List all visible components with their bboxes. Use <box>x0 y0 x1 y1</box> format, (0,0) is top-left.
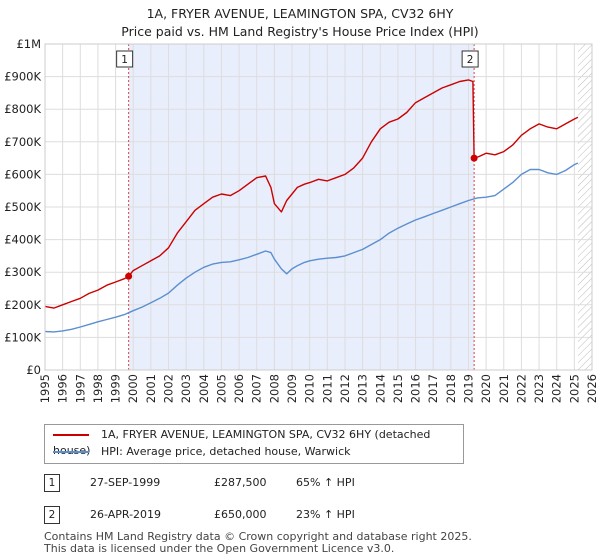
sale-badge-1: 1 <box>44 474 60 492</box>
y-tick-label: £300K <box>4 265 41 279</box>
x-tick-label: 2009 <box>285 374 299 403</box>
legend-item-hpi: HPI: Average price, detached house, Warw… <box>53 444 351 460</box>
x-tick-label: 2023 <box>532 374 546 403</box>
legend-swatch-property <box>53 434 89 436</box>
sale-point <box>470 154 478 162</box>
x-tick-label: 2022 <box>514 374 528 403</box>
x-tick-label: 2003 <box>179 374 193 403</box>
x-tick-label: 2014 <box>373 374 387 403</box>
sale-marker-box <box>461 50 479 68</box>
sale-marker-label: 2 <box>467 54 474 66</box>
sale-price-2: £650,000 <box>214 508 267 521</box>
x-tick-label: 2020 <box>479 374 493 403</box>
x-tick-label: 2004 <box>197 374 211 403</box>
x-tick-label: 1995 <box>38 374 52 403</box>
y-tick-label: £400K <box>4 233 41 247</box>
x-tick-label: 2019 <box>461 374 475 403</box>
x-tick-label: 1998 <box>91 374 105 403</box>
y-tick-label: £200K <box>4 298 41 312</box>
sale-price-1: £287,500 <box>214 476 267 489</box>
y-tick-label: £0 <box>26 363 41 377</box>
legend-label-hpi: HPI: Average price, detached house, Warw… <box>101 445 351 458</box>
legend-item-property: 1A, FRYER AVENUE, LEAMINGTON SPA, CV32 6… <box>53 427 463 457</box>
legend-swatch-hpi <box>53 451 89 453</box>
y-tick-label: £1M <box>16 37 41 51</box>
x-tick-label: 1996 <box>56 374 70 403</box>
x-tick-label: 2016 <box>409 374 423 403</box>
x-tick-label: 2008 <box>267 374 281 403</box>
legend-label-property: 1A, FRYER AVENUE, LEAMINGTON SPA, CV32 6… <box>53 428 431 457</box>
x-tick-label: 2011 <box>320 374 334 403</box>
x-tick-label: 2021 <box>497 374 511 403</box>
sale-date-2: 26-APR-2019 <box>90 508 162 521</box>
x-tick-label: 2026 <box>585 374 599 403</box>
sale-hpi-2: 23% ↑ HPI <box>296 508 355 521</box>
sale-point <box>125 272 133 280</box>
footer-copyright: Contains HM Land Registry data © Crown c… <box>44 530 472 543</box>
y-tick-label: £100K <box>4 330 41 344</box>
x-tick-label: 2013 <box>356 374 370 403</box>
x-tick-label: 2005 <box>214 374 228 403</box>
chart-title-line2: Price paid vs. HM Land Registry's House … <box>121 24 479 39</box>
x-tick-label: 1997 <box>73 374 87 403</box>
x-tick-label: 2017 <box>426 374 440 403</box>
chart-title-line1: 1A, FRYER AVENUE, LEAMINGTON SPA, CV32 6… <box>146 6 454 21</box>
price-chart: £0 £100K £200K £300K £400K £500K £600K £700K £80… <box>4 37 599 403</box>
series-line-hpi <box>44 162 579 333</box>
x-tick-label: 2012 <box>338 374 352 403</box>
x-tick-label: 2025 <box>567 374 581 403</box>
plot-border <box>44 43 593 371</box>
x-tick-label: 2002 <box>162 374 176 403</box>
y-tick-label: £500K <box>4 200 41 214</box>
sale-marker-label: 1 <box>121 54 128 66</box>
footer-licence: This data is licensed under the Open Gov… <box>44 542 395 555</box>
x-tick-label: 2007 <box>250 374 264 403</box>
sale-marker-box <box>116 50 134 68</box>
x-tick-label: 2015 <box>391 374 405 403</box>
sale-hpi-1: 65% ↑ HPI <box>296 476 355 489</box>
series-line-property <box>44 79 579 309</box>
chart-legend: 1A, FRYER AVENUE, LEAMINGTON SPA, CV32 6… <box>44 424 464 464</box>
x-tick-label: 2024 <box>550 374 564 403</box>
y-tick-label: £600K <box>4 167 41 181</box>
x-tick-label: 2001 <box>144 374 158 403</box>
x-tick-label: 1999 <box>109 374 123 403</box>
y-tick-label: £800K <box>4 102 41 116</box>
x-tick-label: 2018 <box>444 374 458 403</box>
x-tick-label: 2000 <box>126 374 140 403</box>
x-tick-label: 2010 <box>303 374 317 403</box>
x-tick-label: 2006 <box>232 374 246 403</box>
sale-date-1: 27-SEP-1999 <box>90 476 161 489</box>
sale-badge-2: 2 <box>44 506 60 524</box>
y-tick-label: £900K <box>4 70 41 84</box>
y-tick-label: £700K <box>4 135 41 149</box>
